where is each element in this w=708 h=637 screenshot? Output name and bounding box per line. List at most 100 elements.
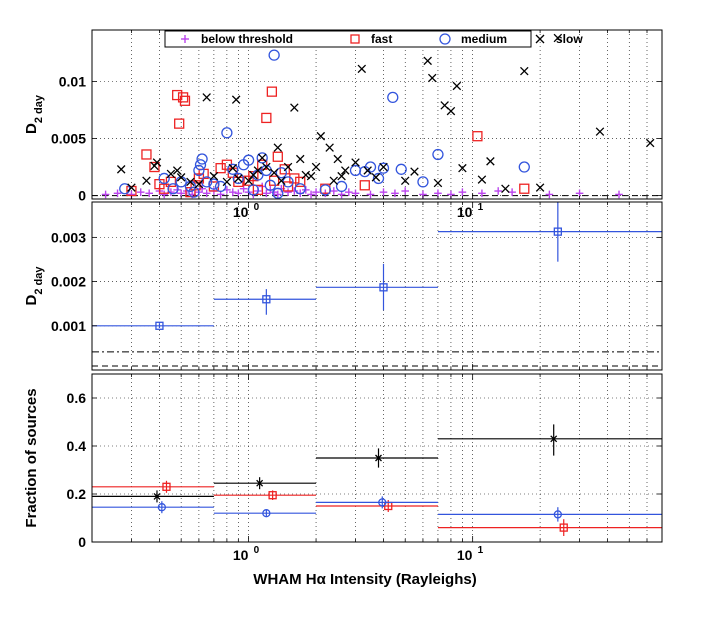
panel-bottom-ytick-label: 0: [78, 534, 86, 550]
panel-top-point-medium: [214, 180, 227, 193]
panel-top-point-medium: [232, 172, 245, 185]
panel-top-point-medium: [395, 163, 407, 175]
panel-top-point-medium: [377, 162, 390, 174]
legend-marker-below-threshold: [181, 35, 189, 43]
panel-top-point-below-threshold: [545, 190, 554, 199]
panel-top-point-below-threshold: [274, 190, 282, 199]
panel-middle-ylabel-sub: 2 day: [33, 266, 45, 295]
panel-top-point-slow: [427, 73, 437, 83]
panel-top-point-slow: [423, 56, 432, 66]
panel-top-point-below-threshold: [401, 187, 410, 195]
panel-top-point-below-threshold: [177, 189, 185, 198]
panel-top-point-below-threshold: [391, 189, 399, 198]
panel-top-point-slow: [553, 33, 563, 43]
panel-top-point-slow: [253, 166, 263, 175]
panel-top-point-medium: [188, 186, 200, 198]
panel-top-point-fast: [126, 185, 137, 197]
panel-middle-point-all-variable: [155, 321, 164, 330]
panel-bottom-point-slow: [256, 479, 264, 487]
panel-bottom-ytick-label: 0.4: [67, 438, 87, 454]
panel-top-point-slow: [166, 169, 176, 179]
panel-top-point-slow: [222, 177, 232, 187]
legend-marker-medium: [439, 33, 451, 45]
legend-label-fast: fast: [371, 32, 392, 46]
panel-top-point-medium: [275, 167, 287, 179]
panel-top-point-medium: [272, 187, 284, 199]
panel-top-point-medium: [319, 184, 331, 196]
panel-top-point-fast: [233, 176, 244, 188]
panel-bottom-xtick-base: 10: [233, 547, 249, 563]
panel-top-point-medium: [294, 183, 306, 195]
panel-top-xtick-base: 10: [457, 204, 473, 220]
panel-bottom-point-medium: [157, 503, 166, 512]
panel-top-point-slow: [311, 162, 321, 172]
panel-middle-point-all-variable: [379, 283, 388, 292]
panel-top-point-slow: [152, 158, 162, 167]
panel-middle-ytick-label: 0.001: [51, 318, 86, 334]
panel-top-point-fast: [289, 173, 300, 184]
panel-top-point-fast: [266, 86, 278, 97]
panel-top-point-medium: [227, 163, 239, 175]
panel-bottom-point-slow: [153, 492, 161, 500]
panel-top-point-slow: [283, 162, 293, 172]
panel-top-point-medium: [518, 161, 530, 173]
panel-top-point-below-threshold: [458, 188, 467, 196]
panel-bottom-xlabel: WHAM Hα Intensity (Rayleighs): [253, 571, 476, 588]
panel-top-point-fast: [215, 163, 226, 174]
panel-top-point-below-threshold: [434, 189, 442, 198]
panel-top-point-medium: [264, 179, 276, 191]
panel-top-point-below-threshold: [312, 188, 320, 196]
panel-top-point-below-threshold: [113, 189, 122, 198]
panel-top-point-medium: [256, 152, 268, 164]
panel-top-point-slow: [477, 175, 487, 184]
panel-top-point-slow: [371, 173, 381, 182]
panel-top-point-below-threshold: [145, 189, 153, 198]
legend: below threshold fast medium slow: [164, 30, 583, 48]
panel-top-point-medium: [221, 127, 233, 139]
panel-top-point-medium: [167, 183, 179, 195]
panel-top-ylabel: D2 day: [23, 94, 45, 134]
panel-bottom-xtick-exp: 1: [478, 545, 484, 556]
panel-top-point-below-threshold: [228, 188, 237, 196]
panel-bottom-xtick-base: 10: [457, 547, 473, 563]
panel-top-point-fast: [519, 183, 530, 194]
panel-middle-point-all-variable: [553, 227, 562, 236]
panel-top-point-fast: [261, 112, 272, 124]
legend-label-below-threshold: below threshold: [201, 32, 293, 46]
panel-top-point-medium: [372, 172, 385, 185]
panel-top-point-medium: [158, 172, 170, 185]
panel-top-xtick-base: 10: [233, 204, 249, 220]
panel-top-point-below-threshold: [379, 188, 388, 196]
panel-top-point-slow: [645, 138, 655, 148]
panel-top-point-fast: [272, 151, 283, 162]
panel-middle-data: [92, 202, 662, 330]
panel-top-axes: [91, 29, 663, 200]
panel-top-data: [101, 33, 655, 199]
panel-top-point-fast: [295, 176, 306, 188]
panel-top-point-below-threshold: [284, 188, 292, 196]
panel-bottom-point-medium: [262, 509, 271, 518]
panel-top-ylabel-sub: 2 day: [33, 94, 45, 123]
panel-top-point-slow: [234, 174, 243, 183]
panel-top-point-slow: [410, 167, 419, 176]
panel-top-point-slow: [535, 183, 545, 192]
panel-top-point-slow: [209, 171, 219, 181]
panel-top-point-fast: [172, 89, 183, 101]
panel-top-point-slow: [194, 179, 204, 189]
panel-bottom-ylabel-main: Fraction of sources: [23, 388, 40, 527]
panel-top-point-medium: [387, 91, 399, 104]
panel-top-point-slow: [116, 165, 126, 174]
legend-box: [164, 30, 532, 48]
panel-top-point-fast: [279, 164, 290, 175]
panel-top-point-medium: [242, 154, 255, 166]
panel-top-ytick-label: 0.005: [51, 130, 86, 146]
panel-middle-point-all-variable: [262, 295, 271, 304]
panel-top-xtick-label: 10 1: [457, 202, 484, 220]
panel-top-point-below-threshold: [234, 189, 243, 198]
panel-top-point-medium: [193, 164, 205, 177]
panel-top-point-below-threshold: [101, 190, 110, 199]
panel-top-xtick-exp: 1: [478, 202, 484, 213]
panel-top-point-slow: [357, 64, 367, 74]
panel-top-point-fast: [472, 131, 483, 142]
panel-top-point-slow: [501, 184, 510, 193]
